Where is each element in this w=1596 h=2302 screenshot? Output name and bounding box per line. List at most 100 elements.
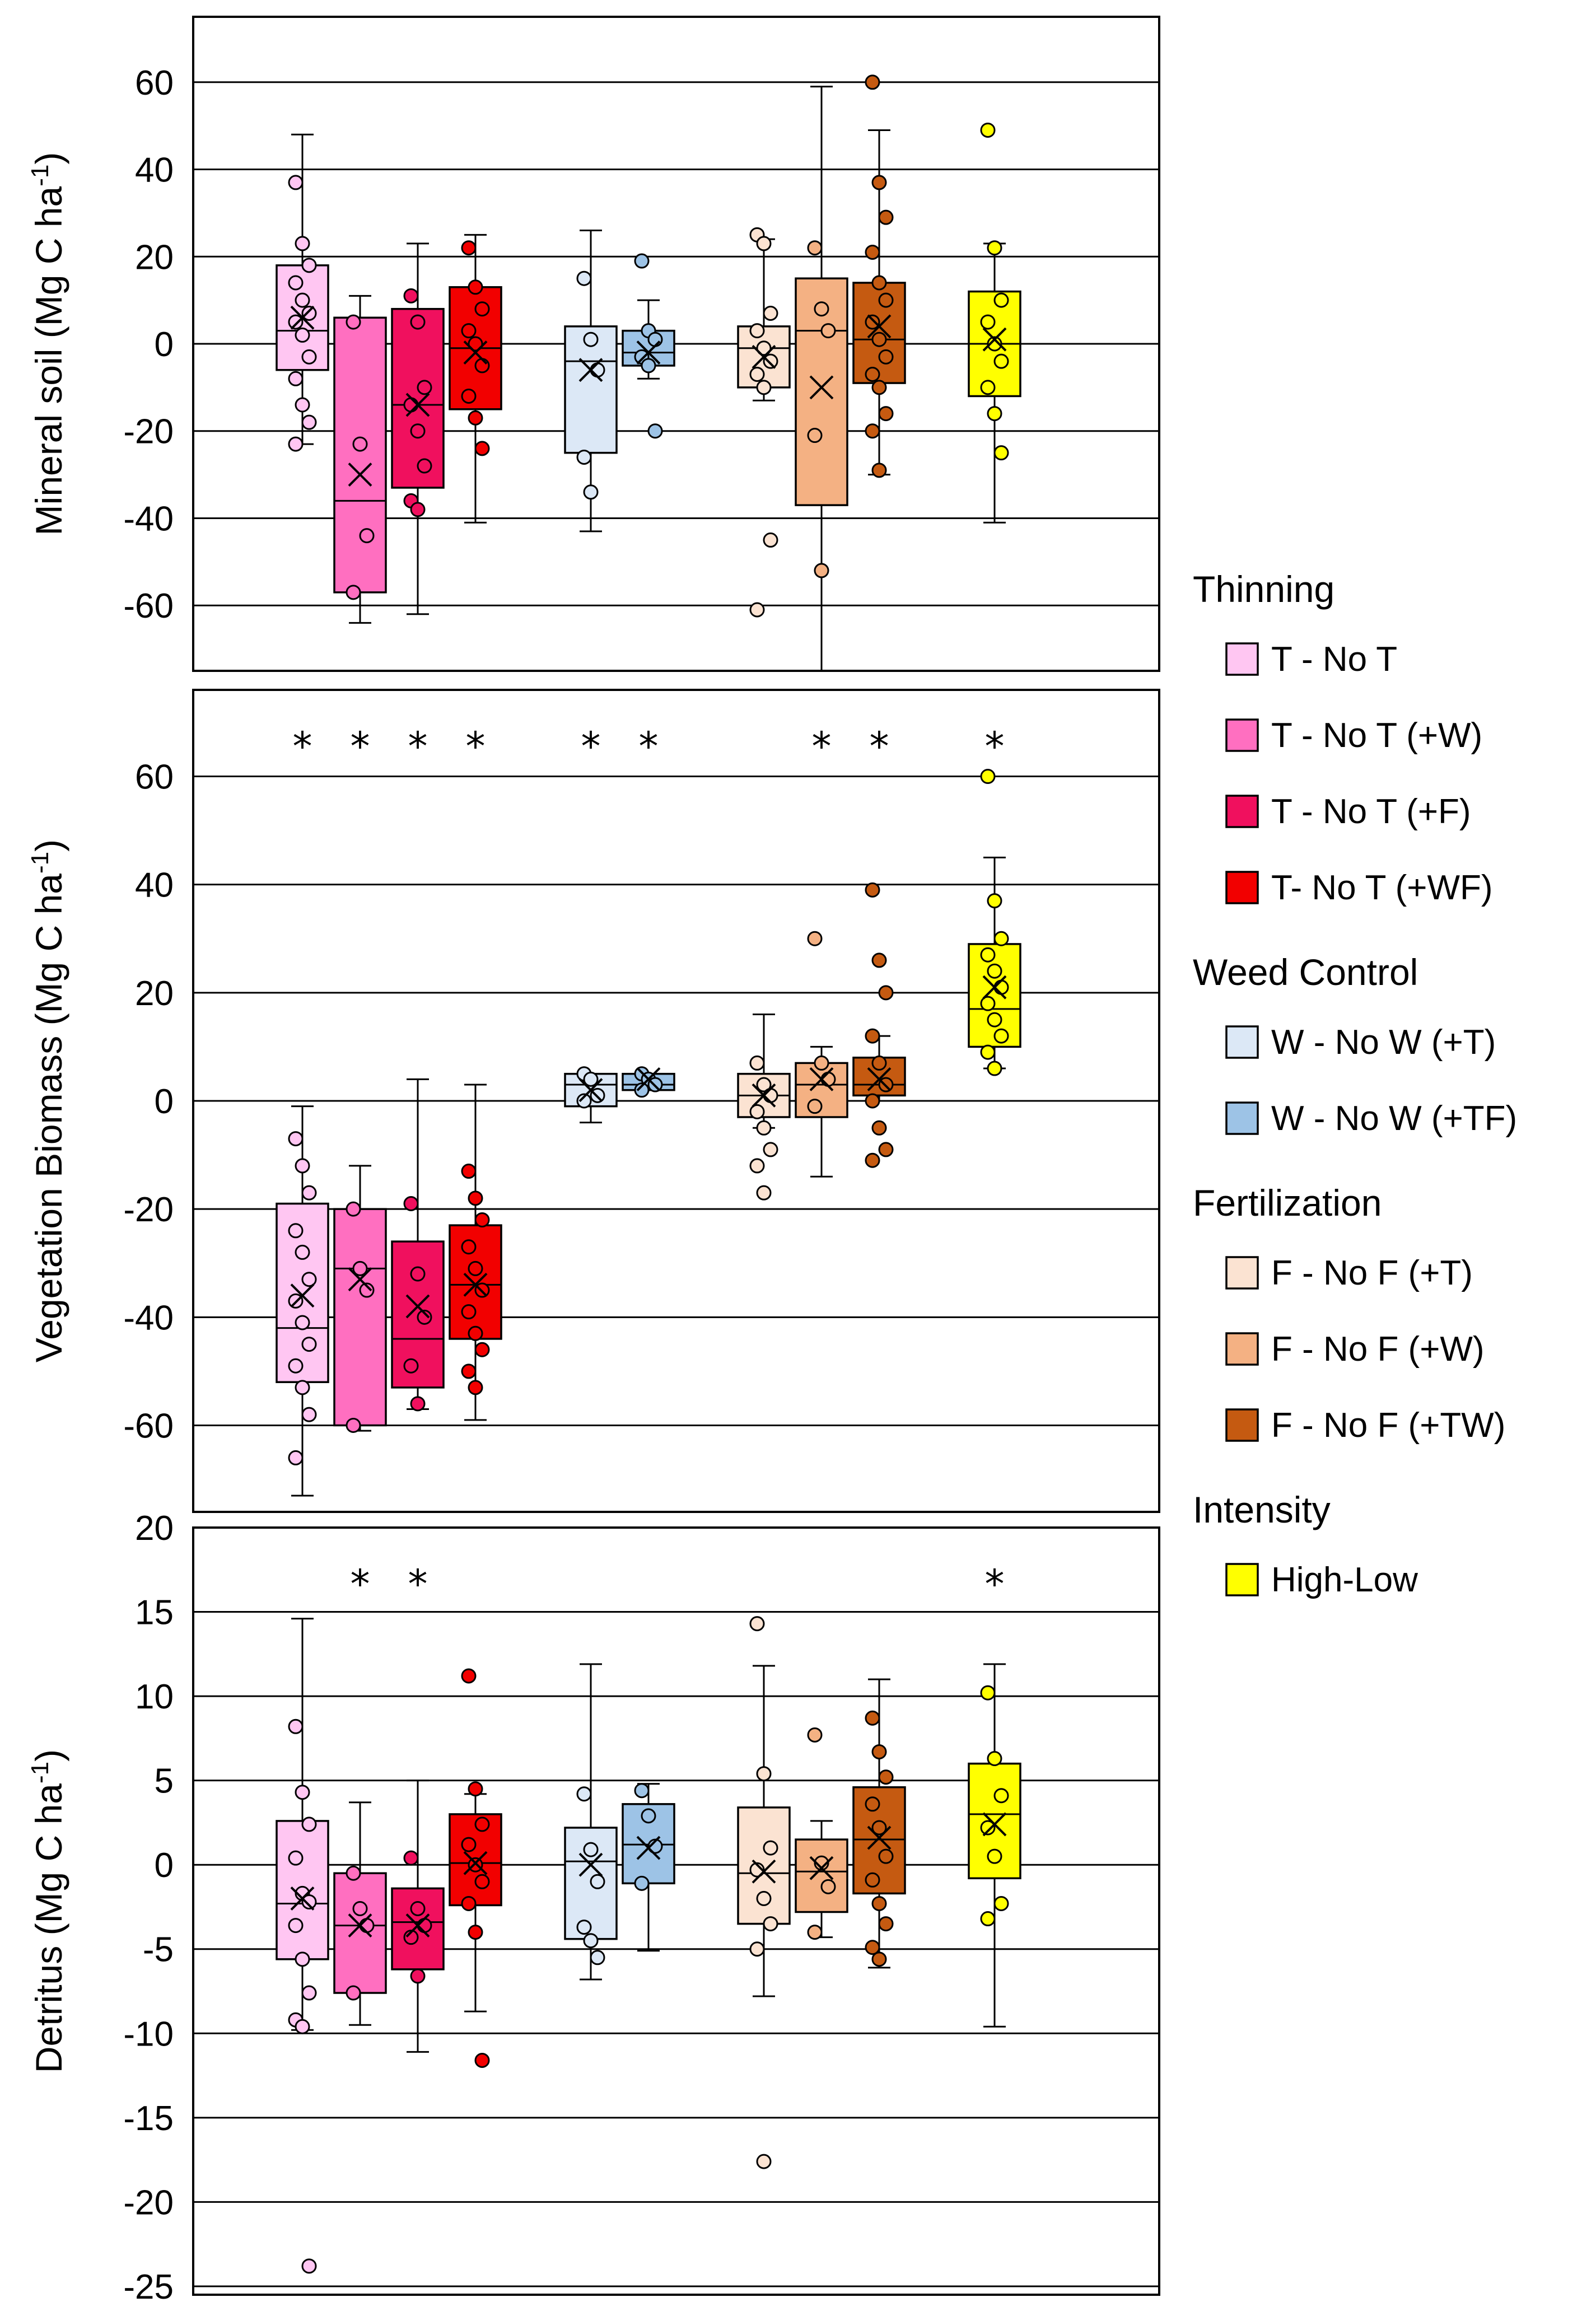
- data-point: [980, 122, 996, 138]
- data-point: [410, 502, 426, 517]
- data-point: [576, 1920, 592, 1935]
- y-tick-label: 20: [135, 974, 174, 1013]
- data-point: [474, 1817, 490, 1832]
- box-w-no-w-t-: *: [564, 723, 618, 1124]
- data-point: [820, 1071, 836, 1087]
- data-point: [417, 1309, 432, 1325]
- legend-label: F - No F (+W): [1271, 1330, 1485, 1369]
- data-point: [865, 1028, 880, 1044]
- legend-heading: Weed Control: [1193, 951, 1418, 993]
- data-point: [468, 279, 483, 295]
- data-point: [763, 1916, 778, 1932]
- y-axis-label: Vegetation Biomass (Mg C ha-1): [26, 839, 70, 1362]
- legend-label: High-Low: [1271, 1561, 1418, 1599]
- legend-label: T - No T: [1271, 640, 1397, 679]
- data-point: [590, 362, 605, 378]
- data-point: [749, 1158, 765, 1174]
- data-point: [756, 1766, 772, 1782]
- data-point: [980, 1685, 996, 1701]
- mean-marker: [463, 1272, 488, 1297]
- mean-marker: [405, 1913, 430, 1938]
- data-point: [576, 1093, 592, 1109]
- data-point: [474, 1342, 490, 1357]
- data-point: [987, 1012, 1002, 1028]
- legend-heading: Fertilization: [1193, 1182, 1382, 1224]
- legend-label: W - No W (+T): [1271, 1023, 1496, 1062]
- data-point: [878, 1142, 894, 1157]
- y-tick-label: -10: [123, 2015, 174, 2053]
- data-point: [301, 1185, 317, 1201]
- data-point: [301, 349, 317, 365]
- data-point: [814, 1055, 829, 1071]
- legend-swatch: [1225, 795, 1259, 828]
- significance-star: *: [351, 723, 370, 769]
- data-point: [474, 2052, 490, 2068]
- data-point: [814, 1855, 829, 1871]
- data-point: [301, 2258, 317, 2274]
- panel-frame: [192, 16, 1160, 672]
- data-point: [763, 305, 778, 321]
- mean-marker: [348, 463, 372, 487]
- data-point: [749, 367, 765, 382]
- box-iqr: [391, 307, 445, 489]
- data-point: [634, 1082, 650, 1098]
- data-point: [576, 1786, 592, 1802]
- y-tick-label: -60: [123, 1407, 174, 1445]
- significance-star: *: [581, 723, 601, 769]
- data-point: [301, 414, 317, 430]
- data-point: [987, 1061, 1002, 1076]
- data-point: [461, 240, 477, 256]
- data-point: [474, 358, 490, 373]
- box-f-no-f-tw-: *: [852, 723, 906, 1168]
- data-point: [461, 388, 477, 404]
- data-point: [634, 253, 650, 269]
- data-point: [590, 1950, 605, 1965]
- data-point: [878, 349, 894, 365]
- box-t-no-t-f-: *: [391, 723, 445, 1412]
- data-point: [987, 406, 1002, 422]
- mean-marker: [809, 1067, 834, 1091]
- y-tick-label: -60: [123, 587, 174, 625]
- data-point: [417, 380, 432, 395]
- data-point: [987, 240, 1002, 256]
- data-point: [749, 1055, 765, 1071]
- mean-marker: [809, 375, 834, 400]
- data-point: [359, 1282, 375, 1298]
- data-point: [756, 1890, 772, 1906]
- y-tick-label: -25: [123, 2268, 174, 2302]
- box-high-low: [968, 122, 1021, 524]
- data-point: [763, 1142, 778, 1157]
- box-w-no-w-tf-: [622, 1783, 675, 1952]
- data-point: [820, 1879, 836, 1894]
- box-f-no-f-w-: [795, 1727, 848, 1940]
- box-t-no-t-wf-: [449, 234, 502, 524]
- data-point: [749, 323, 765, 339]
- data-point: [993, 292, 1009, 308]
- mean-marker: [578, 358, 603, 382]
- data-point: [980, 769, 996, 785]
- y-tick-label: 15: [135, 1594, 174, 1632]
- data-point: [288, 314, 304, 330]
- data-point: [468, 1190, 483, 1206]
- data-point: [749, 1862, 765, 1878]
- data-point: [468, 1925, 483, 1940]
- data-point: [410, 1396, 426, 1412]
- box-iqr: [333, 1208, 387, 1427]
- box-t-no-t: [276, 1618, 329, 2274]
- data-point: [980, 1911, 996, 1927]
- data-point: [865, 1940, 880, 1955]
- data-point: [749, 1616, 765, 1632]
- data-point: [288, 371, 304, 386]
- data-point: [288, 1450, 304, 1465]
- data-point: [474, 1874, 490, 1889]
- data-point: [878, 1916, 894, 1932]
- mean-marker: [982, 327, 1007, 352]
- panel-frame: [192, 689, 1160, 1513]
- mean-marker: [636, 1836, 661, 1860]
- significance-star: *: [408, 723, 428, 769]
- mean-marker: [752, 1859, 776, 1884]
- data-point: [295, 1951, 310, 1967]
- box-t-no-t-f-: *: [391, 1561, 445, 2053]
- y-tick-label: -20: [123, 2183, 174, 2222]
- data-point: [865, 1152, 880, 1168]
